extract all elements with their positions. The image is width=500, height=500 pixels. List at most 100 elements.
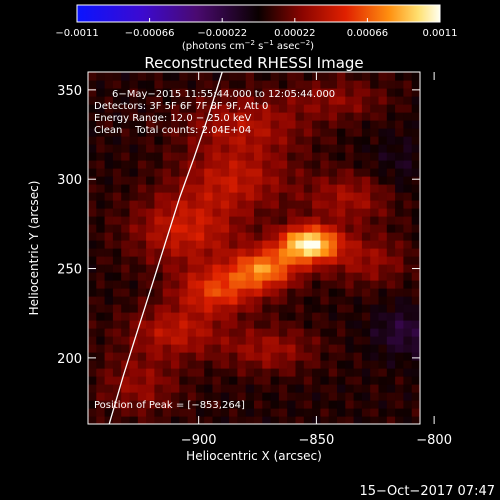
heatmap-cell [386,264,396,273]
heatmap-cell [88,128,97,137]
heatmap-cell [245,256,255,265]
heatmap-cell [96,192,106,201]
heatmap-cell [345,120,355,129]
heatmap-cell [220,176,230,185]
heatmap-cell [278,280,288,289]
heatmap-cell [146,152,155,161]
heatmap-cell [386,296,396,305]
heatmap-cell [295,144,305,153]
heatmap-cell [171,296,180,305]
heatmap-cell [353,72,363,81]
heatmap-cell [171,272,180,281]
heatmap-cell [171,160,180,169]
heatmap-cell [237,184,247,193]
heatmap-cell [154,328,164,337]
heatmap-cell [154,96,164,105]
heatmap-cell [361,192,371,201]
heatmap-cell [353,312,363,321]
heatmap-cell [270,144,280,153]
heatmap-cell [353,336,363,345]
heatmap-cell [262,192,272,201]
heatmap-cell [154,256,164,265]
heatmap-cell [220,208,230,217]
heatmap-cell [137,392,147,401]
heatmap-cell [278,144,288,153]
heatmap-cell [361,416,371,424]
heatmap-cell [88,232,97,241]
heatmap-cell [88,368,97,377]
heatmap-cell [370,96,380,105]
heatmap-cell [112,80,122,89]
heatmap-cell [179,400,189,409]
heatmap-cell [146,160,155,169]
heatmap-cell [104,288,114,297]
heatmap-cell [254,408,263,417]
heatmap-cell [104,352,114,361]
heatmap-cell [345,160,355,169]
heatmap-cell [137,280,147,289]
heatmap-cell [312,328,321,337]
heatmap-cell [162,120,172,129]
heatmap-cell [187,288,197,297]
heatmap-cell [229,384,238,393]
heatmap-cell [386,400,396,409]
heatmap-cell [395,360,404,369]
heatmap-cell [361,152,371,161]
heatmap-cell [171,80,180,89]
heatmap-cell [187,296,197,305]
heatmap-cell [303,152,313,161]
heatmap-cell [254,192,263,201]
heatmap-cell [411,304,420,313]
heatmap-cell [245,168,255,177]
heatmap-cell [162,176,172,185]
heatmap-cell [278,168,288,177]
heatmap-cell [287,256,297,265]
heatmap-cell [146,88,155,97]
heatmap-cell [411,360,420,369]
heatmap-cell [121,368,131,377]
heatmap-cell [403,96,413,105]
heatmap-cell [337,224,346,233]
heatmap-cell [386,256,396,265]
heatmap-cell [171,96,180,105]
heatmap-cell [212,184,222,193]
heatmap-cell [96,248,106,257]
heatmap-cell [121,304,131,313]
heatmap-cell [104,224,114,233]
heatmap-cell [303,168,313,177]
heatmap-cell [88,392,97,401]
heatmap-cell [328,320,338,329]
heatmap-cell [303,352,313,361]
heatmap-cell [245,104,255,113]
heatmap-cell [245,144,255,153]
heatmap-cell [112,168,122,177]
heatmap-cell [328,248,338,257]
heatmap-cell [270,128,280,137]
heatmap-cell [204,176,214,185]
heatmap-cell [345,184,355,193]
heatmap-cell [146,392,155,401]
heatmap-cell [361,360,371,369]
heatmap-cell [320,296,330,305]
heatmap-cell [278,320,288,329]
heatmap-cell [337,368,346,377]
heatmap-cell [287,144,297,153]
heatmap-cell [287,232,297,241]
plot-frame [87,71,421,425]
heatmap-cell [287,176,297,185]
heatmap-cell [270,80,280,89]
heatmap-cell [195,128,205,137]
heatmap-cell [328,240,338,249]
heatmap-cell [129,400,139,409]
heatmap-cell [245,72,255,81]
heatmap-cell [104,360,114,369]
heatmap-cell [212,160,222,169]
heatmap-cell [204,192,214,201]
heatmap-cell [154,104,164,113]
heatmap-cell [187,88,197,97]
heatmap-cell [195,416,205,424]
heatmap-cell [337,128,346,137]
heatmap-cell [278,216,288,225]
heatmap-cell [245,344,255,353]
heatmap-cell [278,304,288,313]
